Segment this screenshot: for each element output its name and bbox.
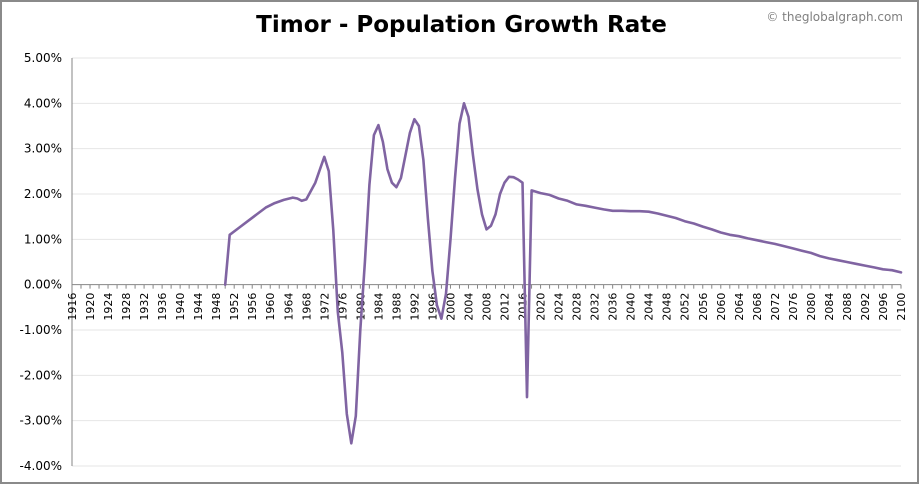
y-tick-label: -2.00%: [20, 368, 62, 382]
chart-title: Timor - Population Growth Rate: [256, 12, 667, 38]
x-tick-label: 1960: [264, 293, 277, 321]
x-tick-label: 1920: [84, 293, 97, 321]
x-axis-ticks: 1916 1920 1924 1928 1932 1936 1940 1944 1948 1952…: [66, 293, 908, 321]
series-line: [223, 102, 903, 445]
x-tick-label: 1948: [210, 293, 223, 321]
watermark: © theglobalgraph.com: [766, 10, 903, 24]
x-tick-label: 1972: [318, 293, 331, 321]
y-tick-label: -3.00%: [20, 414, 62, 428]
x-tick-label: 2004: [462, 293, 475, 321]
x-tick-label: 1924: [102, 293, 115, 321]
x-tick-label: 1944: [192, 293, 205, 321]
x-tick-label: 2012: [499, 293, 512, 321]
x-tick-label: 1940: [174, 293, 187, 321]
axes: [71, 58, 902, 466]
x-tick-label: 2088: [841, 293, 854, 321]
x-tick-label: 2032: [589, 293, 602, 321]
x-tick-label: 1988: [390, 293, 403, 321]
x-tick-label: 2008: [481, 293, 494, 321]
series-group: [223, 102, 903, 445]
y-tick-label: 4.00%: [24, 96, 62, 110]
x-tick-label: 1984: [372, 293, 385, 321]
x-tick-label: 2060: [715, 293, 728, 321]
x-tick-label: 2020: [535, 293, 548, 321]
x-tick-label: 2052: [679, 293, 692, 321]
y-tick-label: -1.00%: [20, 323, 62, 337]
y-tick-label: 0.00%: [24, 278, 62, 292]
x-tick-label: 1956: [246, 293, 259, 321]
x-tick-label: 1928: [120, 293, 133, 321]
x-tick-label: 1992: [408, 293, 421, 321]
x-tick-label: 1968: [300, 293, 313, 321]
x-tick-label: 2056: [697, 293, 710, 321]
gridlines: [72, 57, 901, 467]
x-tick-label: 2040: [625, 293, 638, 321]
x-tick-label: 2096: [877, 293, 890, 321]
x-tick-label: 1952: [228, 293, 241, 321]
x-tick-label: 2072: [769, 293, 782, 321]
x-tick-label: 2044: [643, 293, 656, 321]
x-tick-label: 2084: [823, 293, 836, 321]
x-tick-label: 2076: [787, 293, 800, 321]
x-tick-label: 2080: [805, 293, 818, 321]
y-tick-label: 1.00%: [24, 232, 62, 246]
x-tick-label: 2092: [859, 293, 872, 321]
x-tick-label: 2064: [733, 293, 746, 321]
y-tick-label: -4.00%: [20, 459, 62, 473]
x-tick-label: 1916: [66, 293, 79, 321]
x-tick-label: 1976: [336, 293, 349, 321]
x-tick-label: 1964: [282, 293, 295, 321]
x-tick-label: 2100: [895, 293, 908, 321]
x-tick-label: 2048: [661, 293, 674, 321]
x-tick-label: 1936: [156, 293, 169, 321]
x-tick-label: 2000: [444, 293, 457, 321]
x-tick-label: 2068: [751, 293, 764, 321]
x-tick-label: 2036: [607, 293, 620, 321]
y-axis-ticks: 5.00% 4.00% 3.00% 2.00% 1.00% 0.00% -1.00% -2.0…: [20, 51, 62, 473]
y-tick-label: 2.00%: [24, 187, 62, 201]
x-tick-label: 2024: [553, 293, 566, 321]
x-tick-label: 1932: [138, 293, 151, 321]
y-tick-label: 3.00%: [24, 142, 62, 156]
y-tick-label: 5.00%: [24, 51, 62, 65]
x-tick-label: 2028: [571, 293, 584, 321]
